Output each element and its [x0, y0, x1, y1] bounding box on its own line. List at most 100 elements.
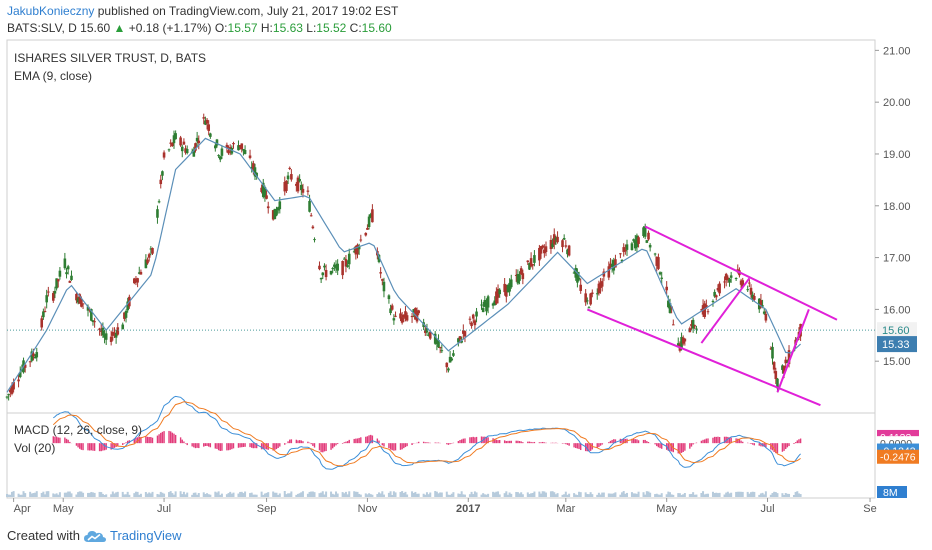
volume-bar: [515, 491, 518, 497]
volume-bar: [544, 492, 547, 497]
price-chart[interactable]: 21.00 20.00 19.00 18.00 17.00 16.00 15.00 Apr Ma…: [0, 0, 932, 522]
candle-body: [40, 318, 44, 328]
candle-body: [65, 272, 68, 275]
candle-body: [253, 167, 257, 177]
volume-bar: [376, 494, 379, 497]
volume-bar: [371, 494, 374, 497]
volume-bar: [288, 493, 291, 497]
high-value: 15.63: [272, 21, 303, 35]
candle-body: [460, 340, 463, 343]
volume-bar: [602, 492, 605, 497]
volume-bar: [497, 491, 500, 497]
candle-body: [136, 278, 139, 283]
volume-bar: [540, 493, 543, 497]
footer-created: Created with: [7, 528, 80, 543]
volume-bar: [34, 492, 37, 497]
ema-line: [6, 137, 802, 393]
footer-brand[interactable]: TradingView: [110, 528, 182, 543]
author-link[interactable]: JakubKonieczny: [7, 4, 95, 18]
volume-bar: [321, 491, 324, 497]
volume-bar: [647, 491, 650, 497]
candle-body: [99, 329, 103, 332]
candle-body: [101, 327, 105, 336]
volume-bar: [110, 494, 113, 497]
volume-bar: [58, 492, 61, 497]
volume-bar: [556, 493, 559, 497]
volume-bar: [425, 492, 428, 497]
candle-body: [134, 278, 138, 282]
volume-bar: [665, 494, 668, 497]
channel-line[interactable]: [776, 309, 810, 393]
channel-line[interactable]: [586, 308, 821, 407]
volume-bar: [730, 492, 733, 497]
candle-body: [56, 279, 60, 282]
volume-bar: [783, 494, 786, 497]
signal-line-tag-bg: [877, 449, 919, 464]
volume-bar: [87, 492, 90, 497]
volume-bar: [561, 494, 564, 497]
volume-bar: [290, 491, 293, 497]
candle-body: [757, 298, 761, 310]
volume-bar: [75, 494, 78, 497]
macd-pane[interactable]: [6, 395, 802, 497]
candle-body: [713, 291, 716, 297]
candle-body: [123, 312, 126, 319]
ema-price-tag-bg: [877, 336, 917, 353]
volume-bar: [771, 493, 774, 497]
candle-body: [771, 346, 774, 359]
volume-bar: [445, 491, 448, 497]
volume-bar: [192, 492, 195, 497]
volume-bar: [584, 492, 587, 497]
candle-body: [194, 143, 197, 151]
volume-bar: [549, 491, 552, 497]
volume-bar: [354, 491, 357, 497]
volume-bar: [399, 491, 402, 497]
candle-body: [352, 251, 356, 253]
candle-body: [625, 244, 629, 250]
volume-bar: [764, 491, 767, 497]
candle-body: [589, 293, 592, 305]
candle-body: [703, 303, 707, 317]
volume-bar: [632, 493, 635, 497]
volume-bar: [414, 491, 417, 497]
volume-bar: [574, 494, 577, 497]
candle-body: [620, 259, 624, 262]
candle-body: [55, 278, 58, 289]
candle-body: [681, 337, 685, 344]
candle-body: [218, 156, 222, 160]
volume-bar: [325, 491, 328, 497]
candle-body: [691, 319, 695, 329]
candle-body: [311, 226, 315, 229]
volume-bar: [296, 493, 299, 497]
candle-body: [192, 149, 196, 157]
candle-body: [786, 361, 789, 363]
publish-line: JakubKonieczny published on TradingView.…: [7, 4, 398, 18]
volume-bar: [98, 491, 101, 497]
vol-legend: Vol (20): [14, 441, 55, 455]
candle-body: [586, 300, 589, 302]
candle-body: [448, 356, 452, 363]
volume-bar: [619, 494, 622, 497]
candle-body: [209, 133, 212, 137]
candle-body: [261, 182, 265, 197]
candle-body: [334, 265, 338, 269]
volume-bar: [214, 491, 217, 497]
candle-body: [369, 214, 373, 218]
volume-bar: [672, 494, 675, 497]
volume-bar: [217, 491, 220, 497]
candle-body: [319, 278, 323, 280]
channel-line[interactable]: [700, 277, 751, 344]
candle-body: [260, 187, 263, 192]
volume-bar: [416, 493, 419, 497]
price-pane[interactable]: [5, 113, 875, 407]
candle-body: [111, 332, 115, 336]
x-tick-label: Nov: [358, 503, 378, 515]
candle-body: [309, 215, 313, 217]
volume-bar: [538, 491, 541, 497]
candle-body: [51, 293, 55, 301]
channel-line[interactable]: [644, 225, 838, 321]
candle-body: [276, 207, 280, 211]
candle-body: [214, 145, 217, 149]
volume-bar: [657, 494, 660, 497]
volume-bar: [587, 494, 590, 497]
